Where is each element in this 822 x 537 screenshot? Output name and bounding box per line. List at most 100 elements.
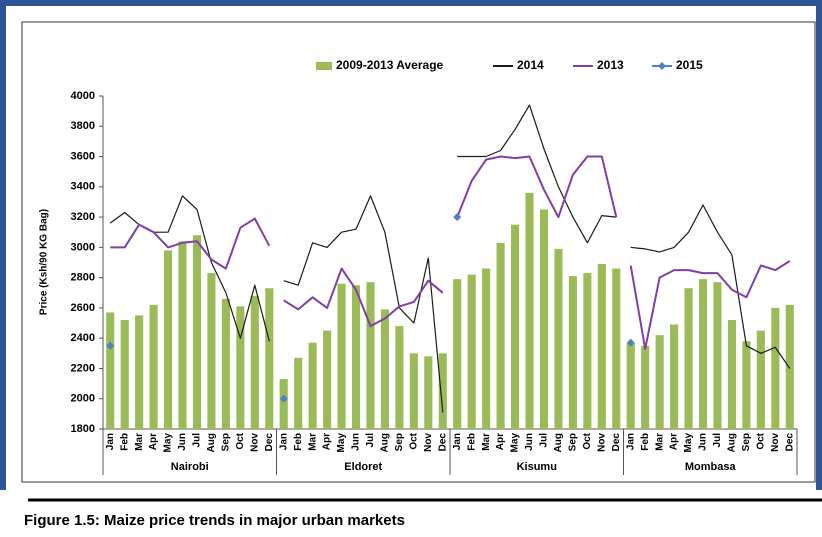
x-tick-label: Feb — [293, 433, 304, 451]
x-tick-label: Feb — [119, 433, 130, 451]
legend-swatch — [316, 62, 332, 70]
x-tick-label: Jul — [712, 433, 723, 448]
legend-label: 2014 — [517, 58, 544, 72]
series-line — [283, 267, 444, 328]
bar — [207, 273, 216, 429]
bar — [496, 242, 505, 429]
x-tick-label: Apr — [322, 433, 333, 450]
x-tick-label: Oct — [755, 432, 766, 449]
x-tick-label: Oct — [408, 432, 419, 449]
bar — [308, 342, 317, 429]
bar — [626, 342, 635, 429]
x-tick-label: Feb — [466, 433, 477, 451]
bar — [771, 307, 780, 429]
legend-label: 2009-2013 Average — [336, 58, 444, 72]
bar — [612, 268, 621, 429]
x-tick-label: Jul — [192, 433, 203, 448]
bar — [583, 273, 592, 429]
bar — [265, 288, 274, 429]
bar — [554, 248, 563, 429]
bar — [742, 341, 751, 429]
group-label: Nairobi — [171, 461, 209, 473]
x-tick-label: Apr — [495, 433, 506, 450]
x-tick-label: Jun — [524, 433, 535, 451]
bar — [698, 279, 708, 429]
bar — [106, 312, 115, 429]
x-tick-label: Feb — [640, 433, 651, 451]
y-tick-label: 2800 — [71, 272, 95, 284]
y-tick-label: 1800 — [71, 423, 95, 435]
group-label: Kisumu — [517, 461, 557, 473]
x-tick-label: May — [336, 433, 347, 453]
bar — [351, 285, 361, 429]
marker — [626, 338, 635, 347]
series-line — [629, 260, 791, 350]
bar — [250, 295, 259, 429]
bar — [366, 282, 375, 429]
caption: Figure 1.5: Maize price trends in major … — [24, 512, 405, 529]
y-tick-label: 2600 — [71, 302, 95, 314]
series-line — [283, 195, 444, 413]
x-tick-label: May — [510, 433, 521, 453]
bar — [597, 264, 606, 429]
bar — [641, 345, 650, 429]
legend-swatch — [658, 62, 666, 70]
bar — [236, 306, 245, 429]
x-tick-label: Jan — [105, 433, 116, 450]
x-tick-label: Mar — [481, 433, 492, 451]
bar — [380, 309, 389, 429]
x-tick-label: Aug — [206, 433, 217, 452]
bar — [120, 320, 129, 429]
x-tick-label: Sep — [221, 433, 232, 451]
series-line — [457, 104, 617, 244]
x-tick-label: Aug — [727, 433, 738, 452]
bar — [395, 326, 404, 429]
group-label: Eldoret — [344, 461, 382, 473]
y-tick-label: 3400 — [71, 181, 95, 193]
x-tick-label: Sep — [741, 433, 752, 451]
x-tick-label: Dec — [264, 433, 275, 452]
bar — [568, 276, 577, 429]
bar — [337, 283, 346, 429]
y-tick-label: 4000 — [71, 90, 95, 102]
x-tick-label: Jul — [365, 433, 376, 448]
x-tick-label: Jan — [278, 433, 289, 450]
bar — [467, 274, 476, 429]
x-tick-label: Dec — [784, 433, 795, 452]
x-tick-label: Oct — [235, 432, 246, 449]
series-line — [109, 195, 270, 342]
bar — [670, 324, 679, 429]
bar — [785, 304, 794, 429]
x-tick-label: Mar — [134, 433, 145, 451]
bar — [149, 304, 158, 429]
x-tick-label: Mar — [307, 433, 318, 451]
x-tick-label: Nov — [770, 433, 781, 452]
x-tick-label: May — [683, 433, 694, 453]
x-tick-label: Jul — [539, 433, 550, 448]
marker — [106, 341, 115, 350]
bar — [279, 379, 288, 429]
x-tick-label: Jan — [625, 433, 636, 450]
x-tick-label: Oct — [582, 432, 593, 449]
x-tick-label: Dec — [611, 433, 622, 452]
x-tick-label: Aug — [380, 433, 391, 452]
x-tick-label: Nov — [423, 433, 434, 452]
bar — [482, 268, 491, 429]
x-tick-label: Jan — [452, 433, 463, 450]
x-tick-label: Apr — [669, 433, 680, 450]
y-tick-label: 3000 — [71, 241, 95, 253]
y-tick-label: 3800 — [71, 120, 95, 132]
frame-left — [0, 0, 6, 490]
series-line — [110, 217, 271, 270]
bar — [511, 224, 520, 429]
x-tick-label: May — [163, 433, 174, 453]
marker — [453, 213, 462, 222]
x-tick-label: Jun — [177, 433, 188, 451]
x-tick-label: Dec — [437, 433, 448, 452]
x-tick-label: Apr — [148, 433, 159, 450]
bar — [525, 192, 534, 429]
bar — [424, 356, 433, 429]
bar — [727, 320, 736, 429]
bar — [323, 330, 332, 429]
